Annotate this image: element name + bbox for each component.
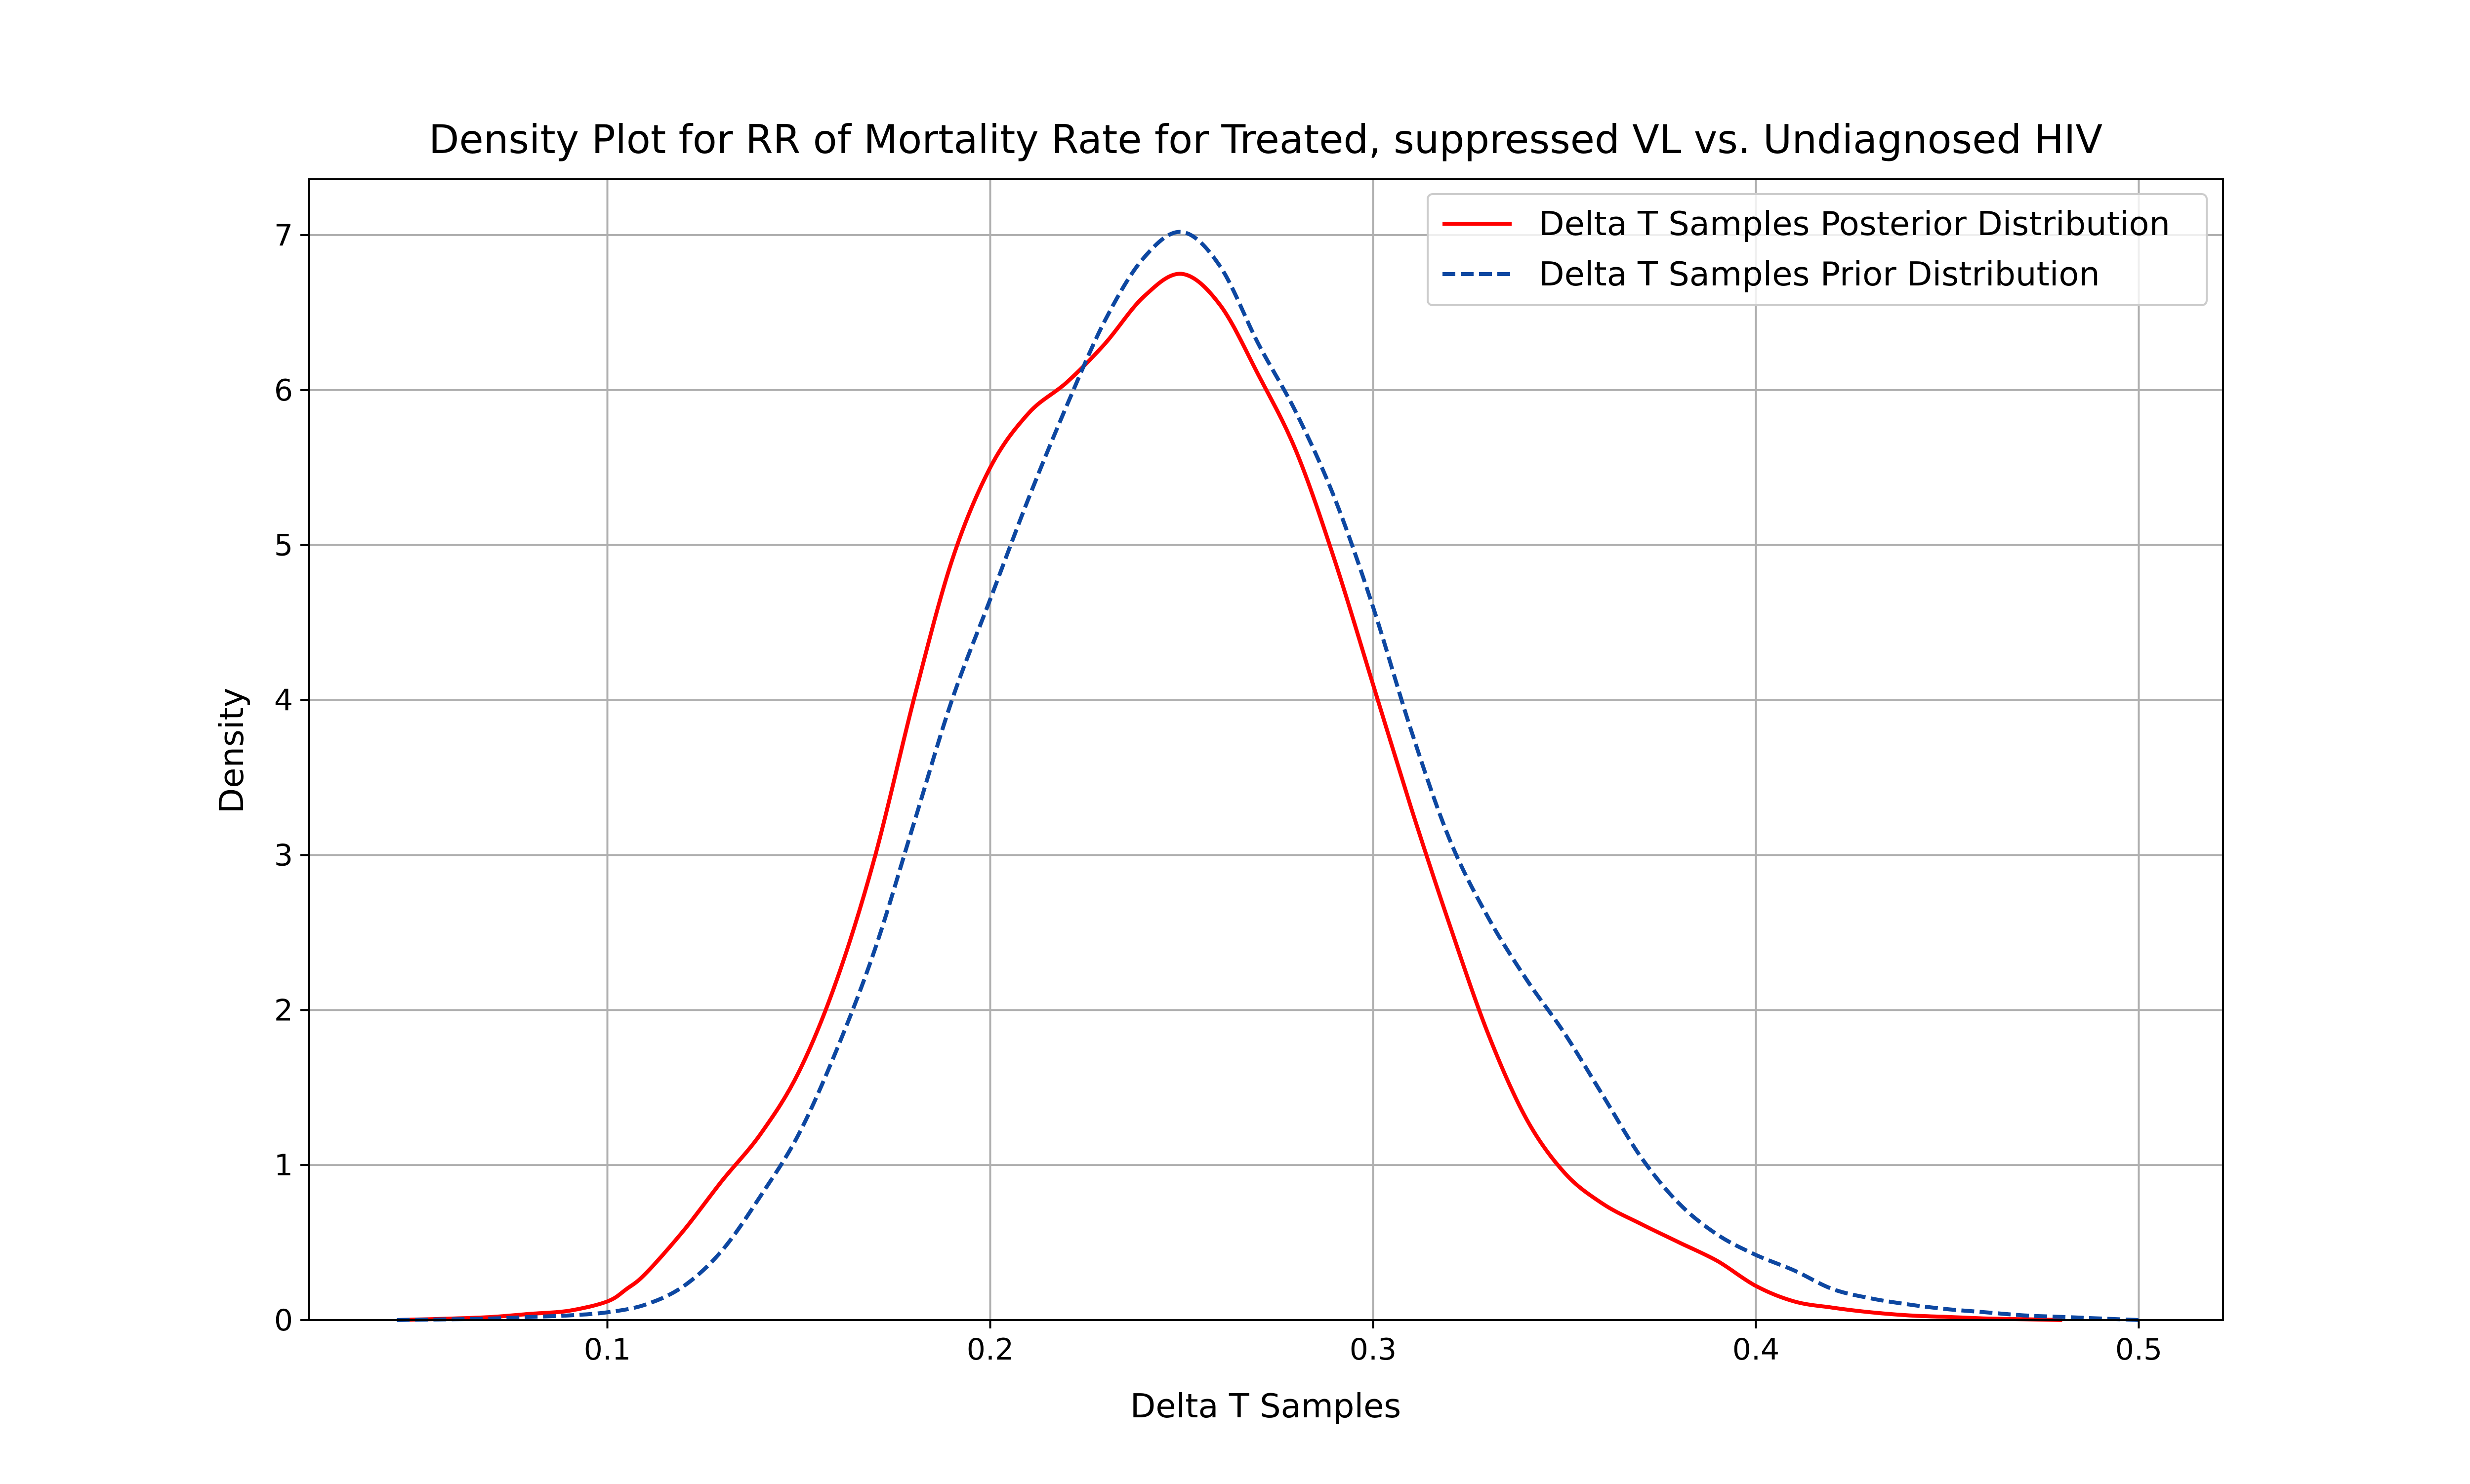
x-tick-label: 0.3 bbox=[1350, 1332, 1397, 1367]
x-tick-label: 0.1 bbox=[584, 1332, 631, 1367]
plot-frame bbox=[308, 178, 2224, 1321]
chart-title: Density Plot for RR of Mortality Rate fo… bbox=[429, 117, 2102, 162]
prior-density-line bbox=[397, 230, 2139, 1322]
legend-label-posterior: Delta T Samples Posterior Distribution bbox=[1539, 204, 2170, 243]
x-tick-label: 0.2 bbox=[967, 1332, 1014, 1367]
y-tick-label: 3 bbox=[274, 838, 293, 873]
y-tick-label: 4 bbox=[274, 683, 293, 718]
series-lines bbox=[397, 230, 2139, 1322]
x-axis-label: Delta T Samples bbox=[1130, 1387, 1401, 1425]
legend-box bbox=[1427, 193, 2208, 306]
y-axis-label: Density bbox=[212, 688, 251, 814]
grid-lines bbox=[309, 179, 2223, 1321]
y-tick-label: 5 bbox=[274, 528, 293, 563]
legend-label-prior: Delta T Samples Prior Distribution bbox=[1539, 255, 2100, 293]
y-tick-label: 7 bbox=[274, 218, 293, 253]
y-tick-label: 1 bbox=[274, 1148, 293, 1183]
legend: Delta T Samples Posterior Distribution D… bbox=[1427, 193, 2208, 306]
x-tick-label: 0.5 bbox=[2115, 1332, 2162, 1367]
x-tick-label: 0.4 bbox=[1732, 1332, 1779, 1367]
y-tick-label: 2 bbox=[274, 993, 293, 1028]
y-tick-label: 6 bbox=[274, 373, 293, 408]
axis-ticks: 0.1 0.2 0.3 0.4 0.5 0 1 2 3 4 5 6 7 bbox=[274, 218, 2162, 1367]
posterior-density-line bbox=[397, 272, 2062, 1322]
y-tick-label: 0 bbox=[274, 1303, 293, 1338]
